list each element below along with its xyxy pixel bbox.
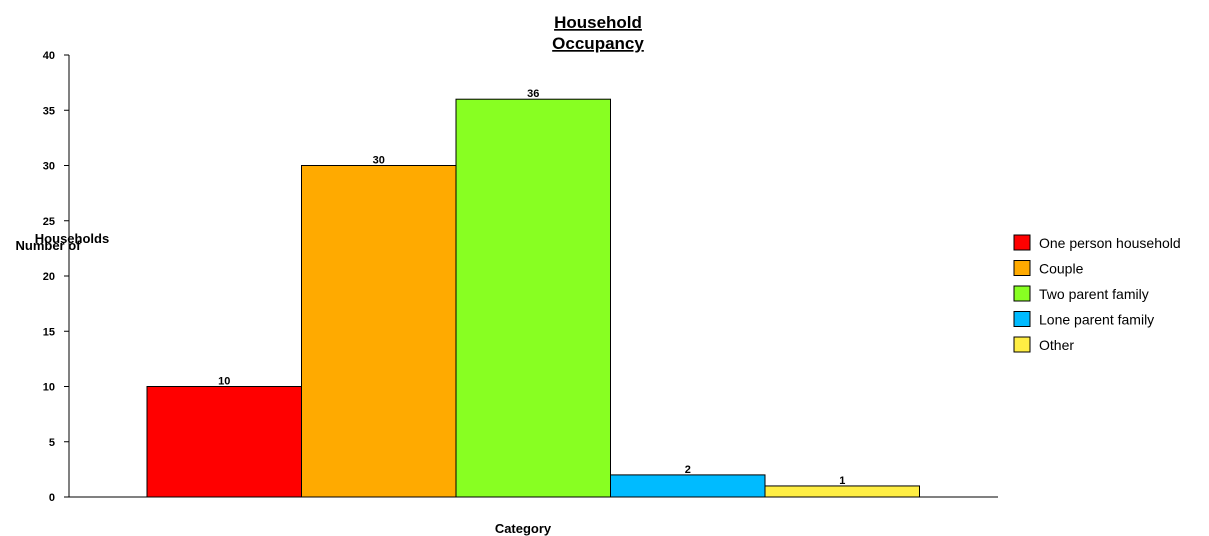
chart-title-line-2: Occupancy: [552, 34, 644, 53]
data-label: 30: [373, 155, 385, 167]
legend-label: Two parent family: [1039, 286, 1149, 302]
y-axis-ticks: 0 5 10 15 20 25 30 35 40: [43, 50, 69, 504]
y-tick-label: 5: [49, 437, 55, 449]
data-label: 10: [218, 376, 230, 388]
bar-couple: [301, 165, 457, 498]
y-axis-title: Number of Households: [16, 231, 110, 253]
bar-two-parent-family: [455, 98, 611, 498]
y-tick-label: 40: [43, 50, 55, 62]
y-axis-title-line-2: Households: [35, 231, 109, 246]
legend-label: Couple: [1039, 261, 1084, 277]
legend-label: One person household: [1039, 235, 1181, 251]
bars: [146, 98, 920, 498]
legend-label: Lone parent family: [1039, 312, 1154, 328]
bar-other: [764, 485, 920, 498]
y-tick-label: 0: [49, 492, 55, 504]
legend-swatch: [1013, 311, 1031, 327]
data-label: 1: [839, 475, 845, 487]
legend-swatch: [1013, 285, 1031, 302]
y-tick-label: 10: [43, 382, 55, 394]
y-axis-title-line-1: Number of: [16, 238, 82, 253]
x-axis-title: Category: [495, 521, 552, 536]
y-tick-label: 15: [43, 326, 55, 338]
data-label: 2: [685, 464, 691, 476]
chart-title-line-1: Household: [554, 13, 642, 32]
legend-swatch: [1013, 234, 1031, 251]
bar-lone-parent-family: [610, 474, 766, 498]
legend-swatch: [1013, 336, 1031, 353]
bar-one-person-household: [146, 386, 302, 498]
legend-swatch: [1013, 260, 1031, 276]
y-tick-label: 35: [43, 105, 55, 117]
y-tick-label: 20: [43, 271, 55, 283]
chart-title: Household Occupancy: [552, 13, 644, 53]
data-labels: 10 30 36 2 1: [218, 88, 845, 487]
legend-label: Other: [1039, 337, 1074, 353]
data-label: 36: [527, 88, 539, 100]
y-tick-label: 30: [43, 161, 55, 173]
legend: One person household Couple Two parent fam…: [1013, 234, 1181, 353]
y-tick-label: 25: [43, 216, 55, 228]
